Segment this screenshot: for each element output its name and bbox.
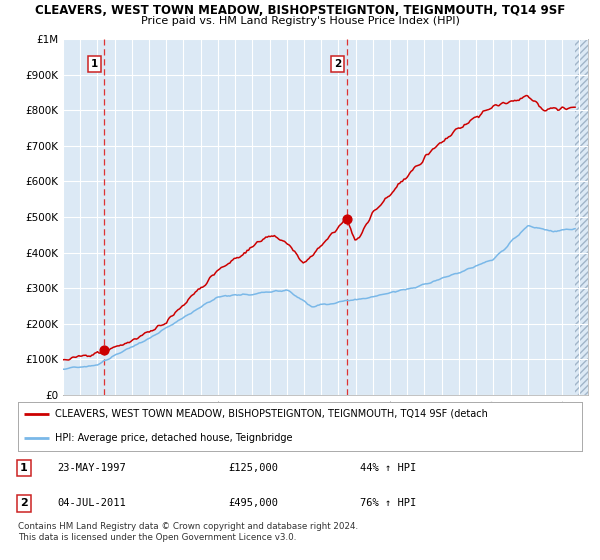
Text: 1: 1 [20,463,28,473]
Point [342,214,352,223]
Text: HPI: Average price, detached house, Teignbridge: HPI: Average price, detached house, Teig… [55,433,292,443]
Text: 04-JUL-2011: 04-JUL-2011 [57,498,126,508]
Text: 2: 2 [334,59,341,69]
Text: £125,000: £125,000 [228,463,278,473]
Point [99,346,109,355]
Text: 2: 2 [20,498,28,508]
Text: 1: 1 [91,59,98,69]
Text: Price paid vs. HM Land Registry's House Price Index (HPI): Price paid vs. HM Land Registry's House … [140,16,460,26]
Text: £495,000: £495,000 [228,498,278,508]
Text: 76% ↑ HPI: 76% ↑ HPI [360,498,416,508]
Text: CLEAVERS, WEST TOWN MEADOW, BISHOPSTEIGNTON, TEIGNMOUTH, TQ14 9SF (detach: CLEAVERS, WEST TOWN MEADOW, BISHOPSTEIGN… [55,409,488,419]
Text: Contains HM Land Registry data © Crown copyright and database right 2024.
This d: Contains HM Land Registry data © Crown c… [18,522,358,542]
Text: 23-MAY-1997: 23-MAY-1997 [57,463,126,473]
Text: CLEAVERS, WEST TOWN MEADOW, BISHOPSTEIGNTON, TEIGNMOUTH, TQ14 9SF: CLEAVERS, WEST TOWN MEADOW, BISHOPSTEIGN… [35,4,565,17]
Text: 44% ↑ HPI: 44% ↑ HPI [360,463,416,473]
Bar [575,39,588,395]
